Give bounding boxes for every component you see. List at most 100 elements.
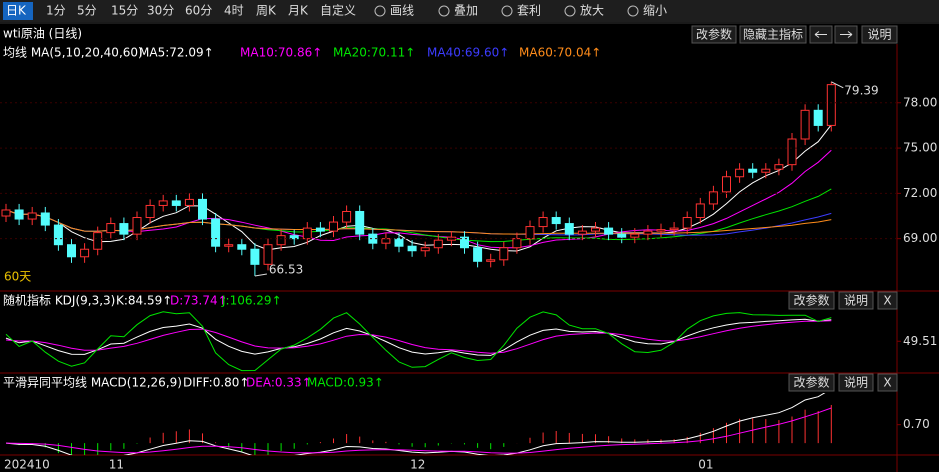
candle-body (315, 227, 325, 232)
params-button[interactable]: 改参数 (696, 27, 732, 42)
hide-indicator-button-frame[interactable] (739, 25, 807, 44)
candle-body (145, 204, 155, 219)
y-tick-label: 75.00 (903, 141, 937, 155)
close-button-frame[interactable] (877, 291, 898, 310)
tool-button[interactable]: 放大 (580, 3, 604, 18)
diff-line (5, 393, 826, 455)
active-period (3, 2, 33, 20)
candle-body (381, 238, 391, 244)
help-button-frame[interactable] (861, 25, 898, 44)
legend-item: MA5:72.09↑ (139, 46, 214, 60)
moving-average-line (5, 209, 832, 235)
help-button-frame[interactable] (838, 373, 874, 392)
tool-icon (627, 5, 639, 17)
tool-button[interactable]: 缩小 (643, 3, 667, 18)
candle-body (302, 227, 312, 240)
close-button-frame[interactable] (877, 373, 898, 392)
candle-body (198, 198, 207, 220)
help-button[interactable]: 说明 (867, 27, 891, 42)
candle-body (499, 247, 509, 261)
candle-body (486, 259, 496, 262)
candle-body (93, 232, 103, 250)
tool-button[interactable]: 叠加 (454, 4, 478, 18)
period-button[interactable]: 日K (6, 4, 27, 18)
moving-average-line (5, 124, 832, 252)
candle-body (473, 247, 483, 262)
candle-body (748, 168, 758, 173)
candle-body (761, 168, 771, 173)
candle-body (329, 221, 338, 232)
candle-body (695, 203, 705, 219)
indicator-label: 平滑异同平均线 MACD(12,26,9) (3, 376, 182, 390)
min-label: 66.53 (269, 262, 303, 276)
indicator-label: 均线 MA(5,10,20,40,60) (3, 46, 143, 60)
candle-body (407, 245, 417, 252)
toolbar (0, 0, 939, 22)
max-label: 79.39 (844, 83, 878, 97)
legend-item: D:73.74↑ (170, 294, 228, 308)
candle-body (119, 223, 129, 235)
y-tick-label: 0.70 (903, 417, 930, 431)
candle-body (525, 226, 535, 240)
params-button[interactable]: 改参数 (793, 375, 829, 390)
hide-indicator-button[interactable]: 隐藏主指标 (743, 27, 803, 42)
tool-icon (501, 5, 513, 17)
period-button[interactable]: 15分 (111, 4, 138, 18)
legend-item: K:84.59↑ (116, 294, 172, 308)
candle-body (656, 229, 666, 232)
legend-item: DIFF:0.80↑ (183, 376, 249, 390)
period-button[interactable]: 自定义 (320, 3, 356, 18)
close-button[interactable]: X (883, 376, 891, 390)
candle-body (40, 212, 50, 226)
legend-item: MA20:70.11↑ (333, 46, 415, 60)
candle-body (774, 164, 784, 170)
params-button-frame[interactable] (788, 373, 835, 392)
period-button[interactable]: 30分 (147, 4, 174, 18)
candle-body (276, 235, 286, 246)
tool-icon (438, 5, 450, 17)
period-button[interactable]: 1分 (46, 4, 66, 18)
help-button[interactable]: 说明 (844, 293, 868, 308)
candle-body (211, 218, 221, 247)
candle-body (224, 244, 234, 247)
candle-body (184, 198, 194, 206)
period-button[interactable]: 60分 (185, 4, 212, 18)
candle-body (263, 244, 273, 265)
candle-body (826, 84, 836, 126)
x-tick-label: 11 (109, 458, 124, 472)
legend-item: MACD:0.93↑ (307, 376, 384, 390)
dea-line (5, 407, 832, 454)
y-tick-label: 72.00 (903, 186, 937, 200)
next-icon (840, 31, 853, 38)
params-button-frame[interactable] (691, 25, 737, 44)
x-tick-label: 12 (410, 458, 425, 472)
period-button[interactable]: 月K (288, 4, 309, 18)
close-button[interactable]: X (883, 294, 891, 308)
candle-body (643, 230, 653, 235)
candle-body (735, 168, 745, 178)
candle-body (1, 209, 11, 217)
candle-body (682, 217, 692, 229)
period-button[interactable]: 周K (256, 4, 277, 18)
candle-body (420, 247, 430, 252)
candle-body (14, 209, 24, 220)
legend-item: MA10:70.86↑ (240, 46, 322, 60)
candle-body (617, 233, 627, 238)
kdj-line (5, 320, 832, 354)
candle-body (106, 223, 116, 234)
period-button[interactable]: 5分 (77, 4, 97, 18)
max-marker (831, 81, 844, 89)
tool-button[interactable]: 画线 (390, 4, 414, 18)
period-button[interactable]: 4时 (224, 4, 244, 18)
help-button[interactable]: 说明 (844, 375, 868, 390)
params-button-frame[interactable] (788, 291, 835, 310)
tool-button[interactable]: 套利 (517, 4, 541, 18)
params-button[interactable]: 改参数 (793, 293, 829, 308)
help-button-frame[interactable] (838, 291, 874, 310)
instrument-title: wti原油 (日线) (3, 27, 82, 41)
candle-body (355, 210, 365, 235)
candle-body (787, 138, 797, 166)
candle-body (669, 227, 679, 231)
candle-body (460, 236, 469, 249)
